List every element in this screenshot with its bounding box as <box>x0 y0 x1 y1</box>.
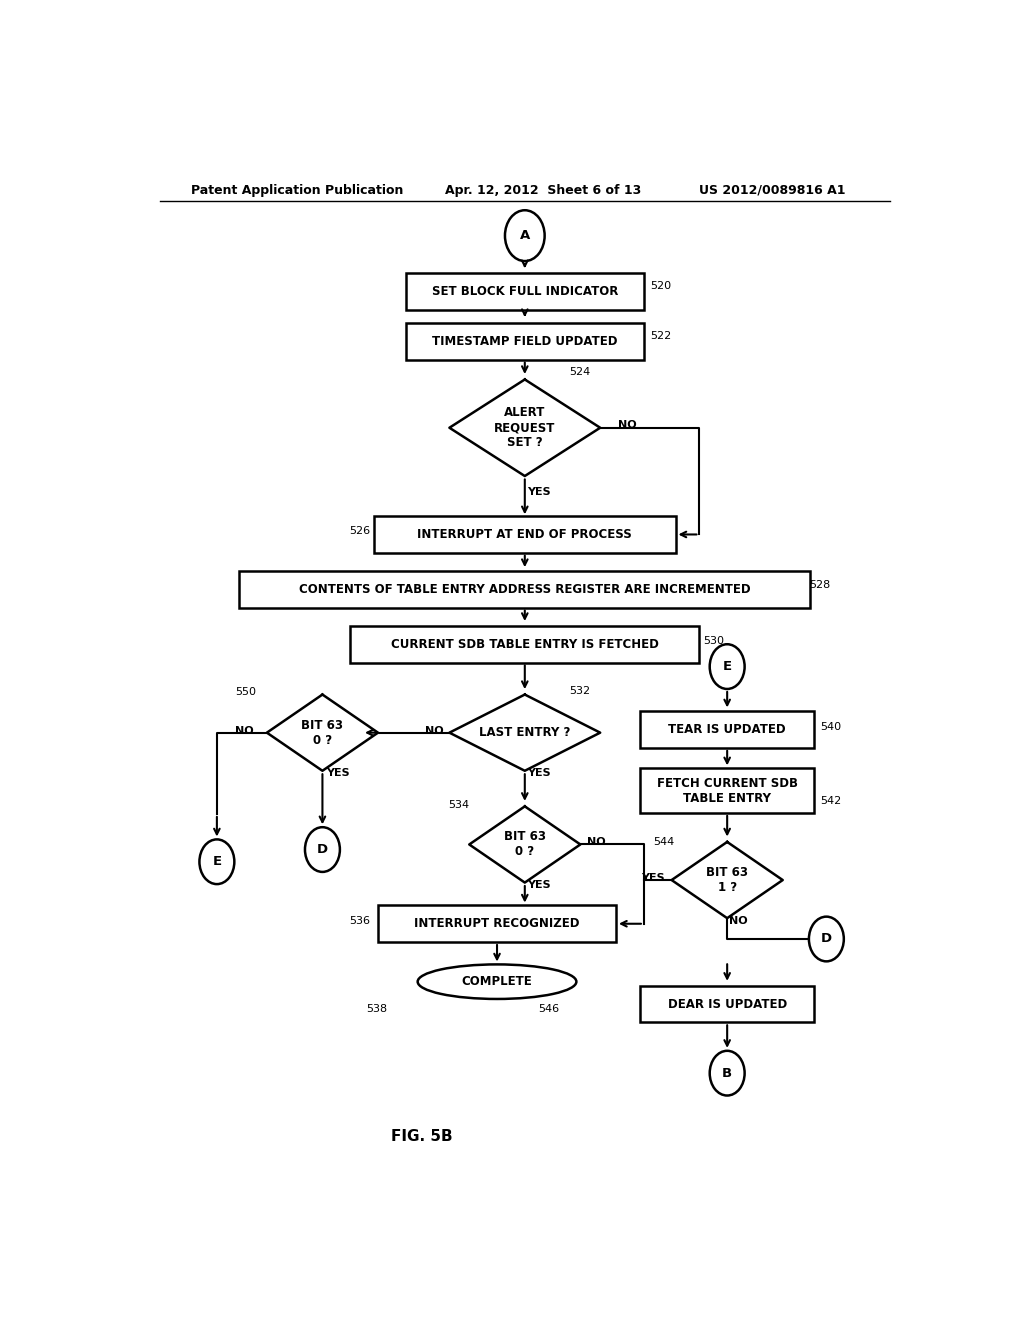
Text: E: E <box>723 660 732 673</box>
Ellipse shape <box>418 965 577 999</box>
FancyBboxPatch shape <box>640 986 814 1022</box>
Text: E: E <box>212 855 221 869</box>
Text: 542: 542 <box>820 796 842 805</box>
Text: B: B <box>722 1067 732 1080</box>
Polygon shape <box>450 379 600 477</box>
Text: YES: YES <box>527 768 551 779</box>
Text: BIT 63
0 ?: BIT 63 0 ? <box>504 830 546 858</box>
Text: 544: 544 <box>652 837 674 847</box>
Text: CONTENTS OF TABLE ENTRY ADDRESS REGISTER ARE INCREMENTED: CONTENTS OF TABLE ENTRY ADDRESS REGISTER… <box>299 583 751 595</box>
Text: 526: 526 <box>349 527 370 536</box>
Circle shape <box>809 916 844 961</box>
FancyBboxPatch shape <box>640 711 814 748</box>
Polygon shape <box>469 807 581 883</box>
FancyBboxPatch shape <box>350 626 699 663</box>
Text: YES: YES <box>641 873 665 883</box>
Text: Patent Application Publication: Patent Application Publication <box>191 183 403 197</box>
Text: YES: YES <box>326 768 349 779</box>
Text: 534: 534 <box>449 800 469 810</box>
Text: 528: 528 <box>809 581 830 590</box>
Circle shape <box>305 828 340 873</box>
Text: INTERRUPT RECOGNIZED: INTERRUPT RECOGNIZED <box>415 917 580 931</box>
Text: FETCH CURRENT SDB
TABLE ENTRY: FETCH CURRENT SDB TABLE ENTRY <box>656 776 798 805</box>
Text: NO: NO <box>587 837 605 847</box>
Polygon shape <box>450 694 600 771</box>
Text: 536: 536 <box>349 916 370 925</box>
FancyBboxPatch shape <box>240 572 811 607</box>
Text: 540: 540 <box>820 722 841 731</box>
Text: 522: 522 <box>650 331 672 342</box>
FancyBboxPatch shape <box>640 768 814 813</box>
Text: SET BLOCK FULL INDICATOR: SET BLOCK FULL INDICATOR <box>431 285 618 298</box>
Text: COMPLETE: COMPLETE <box>462 975 532 989</box>
Text: NO: NO <box>234 726 253 735</box>
Text: TEAR IS UPDATED: TEAR IS UPDATED <box>669 723 786 737</box>
Text: 538: 538 <box>367 1005 387 1014</box>
Text: YES: YES <box>527 880 551 890</box>
Text: 524: 524 <box>569 367 591 376</box>
Text: Apr. 12, 2012  Sheet 6 of 13: Apr. 12, 2012 Sheet 6 of 13 <box>445 183 642 197</box>
Text: FIG. 5B: FIG. 5B <box>391 1129 453 1143</box>
Text: LAST ENTRY ?: LAST ENTRY ? <box>479 726 570 739</box>
Text: NO: NO <box>729 916 748 925</box>
Text: 520: 520 <box>650 281 672 292</box>
Text: ALERT
REQUEST
SET ?: ALERT REQUEST SET ? <box>495 407 555 449</box>
Text: A: A <box>519 230 530 242</box>
Text: INTERRUPT AT END OF PROCESS: INTERRUPT AT END OF PROCESS <box>418 528 632 541</box>
Circle shape <box>200 840 234 884</box>
Text: YES: YES <box>527 487 551 496</box>
Text: 546: 546 <box>538 1005 559 1014</box>
Circle shape <box>505 210 545 261</box>
Circle shape <box>710 1051 744 1096</box>
Text: US 2012/0089816 A1: US 2012/0089816 A1 <box>699 183 846 197</box>
Polygon shape <box>267 694 378 771</box>
Text: D: D <box>821 932 831 945</box>
FancyBboxPatch shape <box>374 516 676 553</box>
Circle shape <box>710 644 744 689</box>
Text: BIT 63
0 ?: BIT 63 0 ? <box>301 718 343 747</box>
FancyBboxPatch shape <box>406 323 644 359</box>
Text: 532: 532 <box>569 686 591 696</box>
Text: 530: 530 <box>703 636 724 647</box>
FancyBboxPatch shape <box>378 906 616 942</box>
FancyBboxPatch shape <box>406 273 644 310</box>
Text: NO: NO <box>425 726 443 735</box>
Text: BIT 63
1 ?: BIT 63 1 ? <box>707 866 749 894</box>
Text: D: D <box>316 843 328 857</box>
Polygon shape <box>672 842 782 919</box>
Text: DEAR IS UPDATED: DEAR IS UPDATED <box>668 998 786 1011</box>
Text: TIMESTAMP FIELD UPDATED: TIMESTAMP FIELD UPDATED <box>432 335 617 348</box>
Text: CURRENT SDB TABLE ENTRY IS FETCHED: CURRENT SDB TABLE ENTRY IS FETCHED <box>391 638 658 651</box>
Text: NO: NO <box>617 420 636 430</box>
Text: 550: 550 <box>236 686 257 697</box>
